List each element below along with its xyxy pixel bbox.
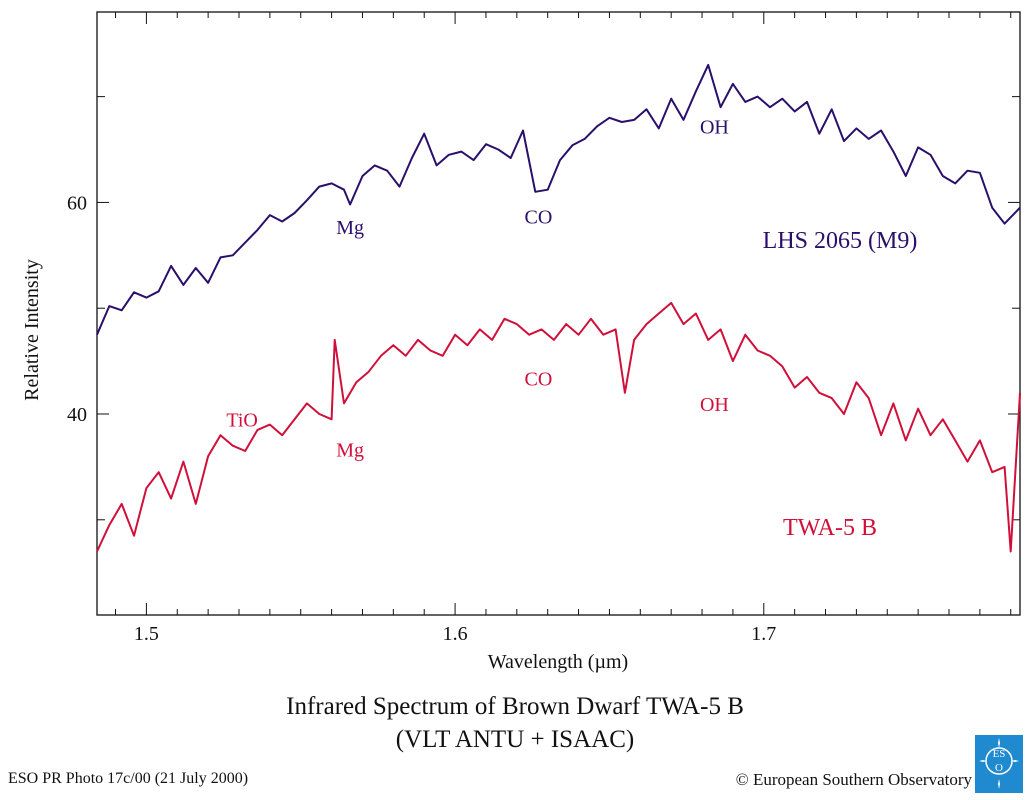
x-tick-label: 1.6: [443, 623, 468, 645]
series-line-twa-5b: [96, 301, 1021, 553]
feature-label: OH: [700, 394, 729, 416]
plot-frame: [96, 11, 1021, 616]
series-group: [96, 63, 1021, 553]
series-line-lhs-2065: [96, 63, 1021, 336]
svg-text:ES: ES: [993, 748, 1006, 760]
photo-credit: ESO PR Photo 17c/00 (21 July 2000): [8, 770, 249, 787]
feature-label: CO: [525, 368, 553, 390]
chart-title: Infrared Spectrum of Brown Dwarf TWA-5 B: [286, 693, 744, 720]
svg-text:O: O: [995, 762, 1003, 774]
y-tick-label: 60: [67, 192, 87, 214]
chart-subtitle: (VLT ANTU + ISAAC): [395, 726, 635, 753]
feature-label: CO: [525, 207, 553, 229]
series-label-lhs-2065: LHS 2065 (M9): [763, 228, 918, 254]
eso-logo: ES O: [975, 735, 1023, 793]
feature-label: OH: [700, 117, 729, 139]
copyright-notice: © European Southern Observatory: [735, 770, 972, 789]
x-tick-label: 1.5: [134, 623, 159, 645]
x-axis-title: Wavelength (µm): [488, 651, 628, 673]
feature-label: Mg: [336, 217, 364, 239]
feature-label: Mg: [336, 439, 364, 461]
axes: 1.5 1.6 1.7 60 40: [67, 11, 1021, 645]
y-axis-title: Relative Intensity: [21, 259, 43, 401]
spectrum-chart: 1.5 1.6 1.7 60 40 Mg CO OH TiO Mg CO OH LHS 2065 (M…: [21, 11, 1021, 673]
feature-label: TiO: [226, 410, 258, 432]
series-label-twa-5b: TWA-5 B: [783, 515, 877, 541]
annotations: Mg CO OH TiO Mg CO OH LHS 2065 (M9) TWA-5 B: [226, 117, 917, 541]
x-tick-label: 1.7: [751, 623, 776, 645]
y-tick-label: 40: [67, 404, 87, 426]
